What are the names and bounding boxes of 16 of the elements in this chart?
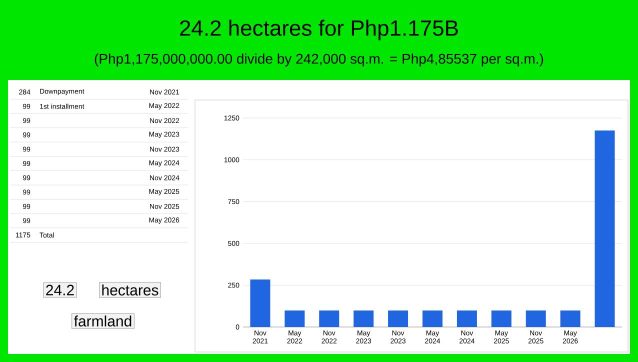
text: 24.2 (46, 284, 74, 296)
bar (594, 130, 615, 327)
bar (250, 280, 270, 327)
chart-title: 24.2 hectares for Php1.175B (180, 20, 458, 40)
bar (284, 310, 305, 327)
bar (319, 310, 340, 327)
bar (388, 310, 408, 327)
text: farmland (74, 315, 132, 326)
bar (560, 310, 580, 327)
bar (422, 310, 442, 327)
chart-subtitle: (Php1,175,000,000.00 divide by 242,000 sq.m. = Php4,85537 per sq.m.) (94, 53, 544, 67)
text: hectares (102, 284, 158, 296)
bar (491, 310, 512, 327)
bar (354, 310, 374, 327)
bar (526, 310, 546, 327)
bar (456, 310, 477, 327)
